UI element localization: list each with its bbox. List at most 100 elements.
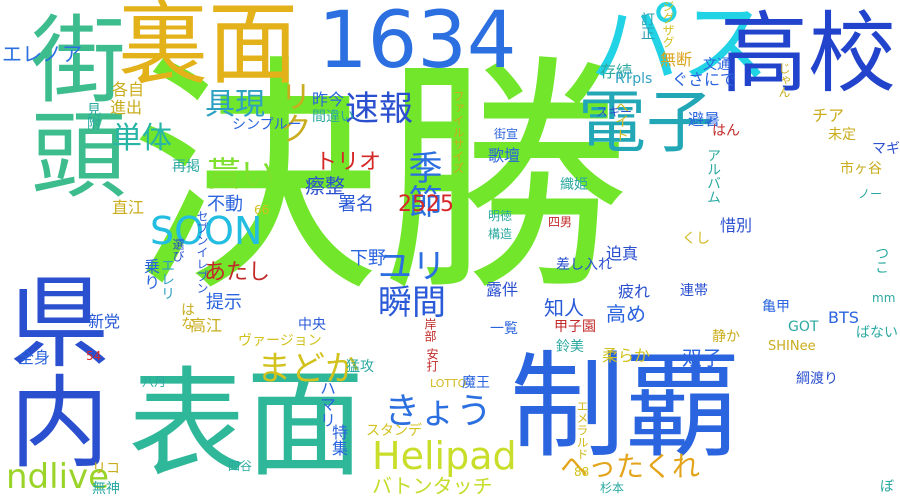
word-全身: 全身 xyxy=(18,348,51,367)
word-未定: 未定 xyxy=(828,127,856,143)
word-一覧: 一覧 xyxy=(490,321,518,337)
word-エメラルド: エメラルド xyxy=(575,400,589,460)
word-安打: 安打 xyxy=(425,348,439,372)
word-各自: 各自 xyxy=(112,80,145,99)
word-スタンデ: スタンデ xyxy=(366,423,422,439)
word-まどか: まどか xyxy=(257,349,359,389)
word-特集: 特集 xyxy=(329,424,348,456)
word-署名: 署名 xyxy=(338,194,374,215)
word-アルバム: アルバム xyxy=(705,148,721,204)
word-亀甲: 亀甲 xyxy=(762,299,790,315)
word-チア: チア xyxy=(812,106,845,125)
word-エレノア: エレノア xyxy=(2,42,82,66)
word-県内: 県内 xyxy=(0,270,109,470)
word-文通: 文通 xyxy=(703,57,731,73)
word-LOTTO: LOTTO xyxy=(430,377,467,390)
word-ヴァージョン: ヴァージョン xyxy=(238,333,322,349)
word-BTS: BTS xyxy=(828,308,859,327)
word-市ヶ谷: 市ヶ谷 xyxy=(840,161,882,177)
word-電子: 電子 xyxy=(578,84,715,163)
word-へったくれ: へったくれ xyxy=(560,450,701,483)
word-エレリ: エレリ xyxy=(159,258,175,300)
word-知人: 知人 xyxy=(544,296,584,320)
word-乗り: 乗り xyxy=(141,258,160,290)
word-mm: mm xyxy=(872,291,896,305)
word-トリオ: トリオ xyxy=(315,150,382,175)
word-88: 88 xyxy=(574,465,590,479)
word-昨今: 昨今 xyxy=(312,90,345,109)
word-惜別: 惜別 xyxy=(720,216,753,235)
word-裏面: 裏面 xyxy=(118,0,298,97)
word-新党: 新党 xyxy=(88,312,121,331)
word-四谷: 四谷 xyxy=(228,459,253,473)
word-表面: 表面 xyxy=(128,355,365,493)
word-貰い: 貰い xyxy=(207,155,275,195)
word-存続: 存続 xyxy=(600,62,633,81)
word-あたし: あたし xyxy=(204,260,271,285)
word-綱渡り: 綱渡り xyxy=(796,371,838,387)
word-猛攻: 猛攻 xyxy=(346,359,374,375)
word-柔らか: 柔らか xyxy=(602,346,651,365)
word-2525: 2525 xyxy=(398,192,454,217)
word-下野: 下野 xyxy=(350,248,386,269)
word-間違い: 間違い xyxy=(312,109,354,125)
word-じゃん: じゃん xyxy=(777,62,791,98)
word-つこ: つこ xyxy=(873,246,889,274)
word-ジグザグ: ジグザグ xyxy=(661,0,675,48)
word-セブンイレブン: セブンイレブン xyxy=(195,210,209,294)
word-リコ: リコ xyxy=(92,461,120,477)
word-不動: 不動 xyxy=(207,194,243,215)
word-街頭: 街頭 xyxy=(15,10,125,200)
word-SOON: SOON xyxy=(150,209,263,253)
word-制覇: 制覇 xyxy=(510,340,741,474)
word-ノー: ノー xyxy=(858,187,883,201)
word-Helipad: Helipad xyxy=(372,434,517,478)
word-くし: くし xyxy=(682,231,710,247)
word-高江: 高江 xyxy=(190,316,223,335)
word-決勝: 決勝 xyxy=(130,34,630,325)
word-中央: 中央 xyxy=(298,317,326,333)
word-マギ: マギ xyxy=(872,141,900,157)
word-高校: 高校 xyxy=(720,2,897,105)
word-SHINee: SHINee xyxy=(768,339,816,354)
word-杉本: 杉本 xyxy=(600,481,625,495)
word-リク: リク xyxy=(275,80,313,144)
word-提示: 提示 xyxy=(206,292,242,313)
word-連帯: 連帯 xyxy=(680,283,708,299)
word-露伴: 露伴 xyxy=(486,280,519,299)
word-魔王: 魔王 xyxy=(462,375,490,391)
word-はな: はな xyxy=(179,302,195,330)
word-バトンタッチ: バトンタッチ xyxy=(372,474,493,498)
word-シンプルー: シンプルー xyxy=(232,117,302,133)
word-織姫: 織姫 xyxy=(560,177,588,193)
word-速報: 速報 xyxy=(345,89,413,129)
word-無断: 無断 xyxy=(660,50,693,69)
word-構造: 構造 xyxy=(488,227,513,241)
word-四男: 四男 xyxy=(548,215,573,229)
word-ユリ: ユリ xyxy=(378,247,446,287)
word-再掲: 再掲 xyxy=(172,159,200,175)
word-ハマリ: ハマリ xyxy=(317,380,336,428)
word-54: 54 xyxy=(86,349,102,363)
word-直江: 直江 xyxy=(112,198,145,217)
word-瞬間: 瞬間 xyxy=(378,283,446,323)
word-高め: 高め xyxy=(606,302,646,326)
word-RTpls: RTpls xyxy=(615,71,653,87)
word-具現: 具現 xyxy=(205,87,265,122)
word-きょう: きょう xyxy=(384,391,493,432)
word-1634: 1634 xyxy=(318,0,517,86)
word-ヘイト: ヘイト xyxy=(613,100,629,142)
word-ndlive: ndlive xyxy=(6,457,110,497)
word-避暑: 避暑 xyxy=(688,110,721,129)
word-岸部: 岸部 xyxy=(423,318,437,342)
word-疲れ: 疲れ xyxy=(618,282,651,301)
word-66: 66 xyxy=(254,203,270,217)
word-ファイルサイズ: ファイルサイズ xyxy=(451,90,465,174)
word-差し入れ: 差し入れ xyxy=(556,257,612,273)
word-明徳: 明徳 xyxy=(488,209,513,223)
word-街宣: 街宣 xyxy=(494,127,519,141)
word-進出: 進出 xyxy=(110,98,143,117)
word-ぐさにで: ぐさにで xyxy=(672,70,737,89)
word-歌壇: 歌壇 xyxy=(488,146,521,165)
